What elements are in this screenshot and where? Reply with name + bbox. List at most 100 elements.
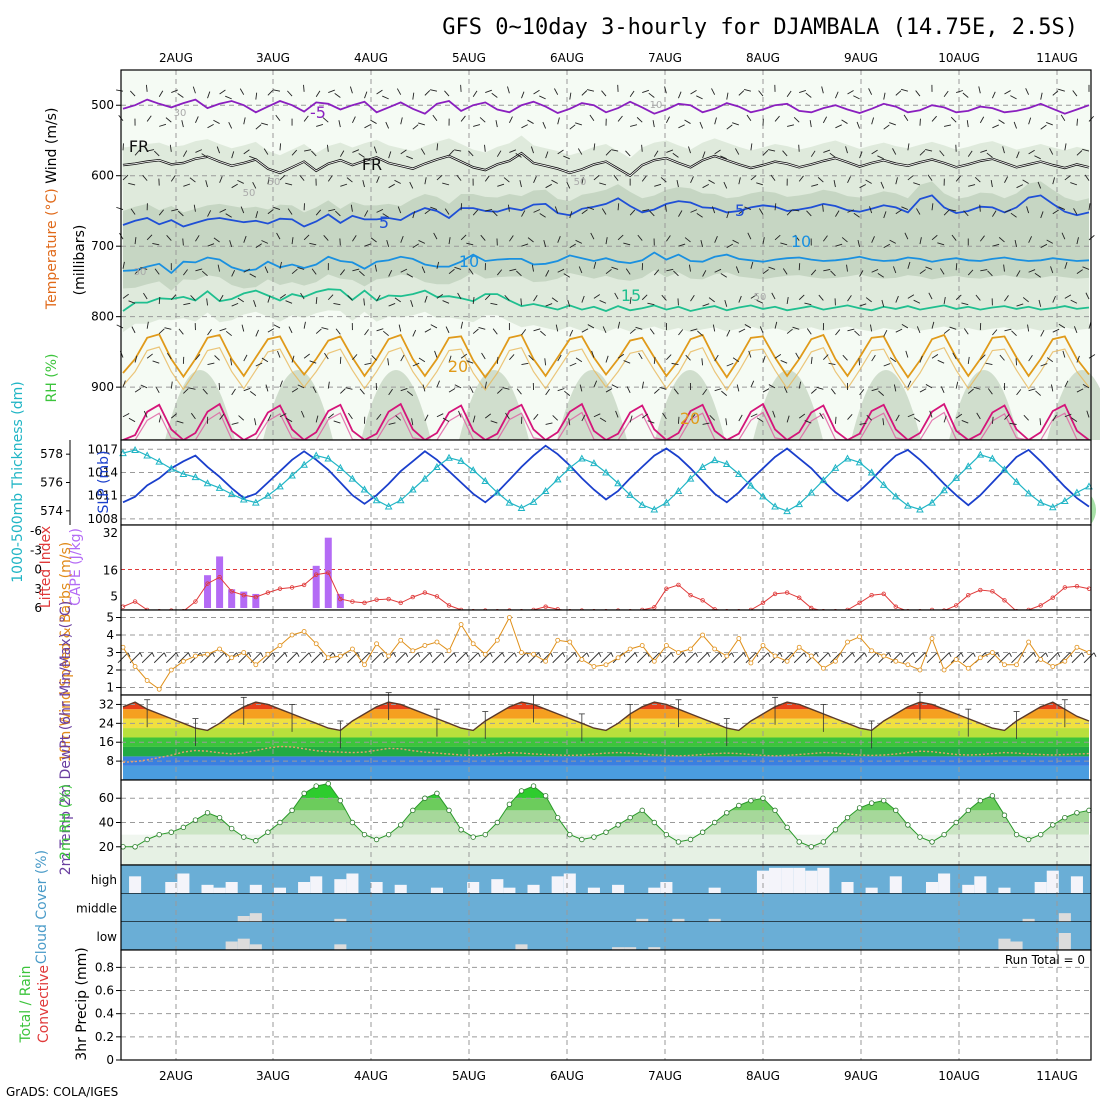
wind-barb [998,119,1005,124]
rh2m-marker [820,839,827,845]
wind-barb [376,89,383,95]
rh2m-marker [555,814,561,821]
cape-bar [252,593,260,608]
temp2m-line [122,701,1090,732]
wind-barb [466,360,474,364]
wind-barb [267,209,274,215]
wind-barb [327,175,333,182]
wind-barb [303,84,305,92]
wind-barb [1046,239,1053,244]
wind-barb [533,294,538,302]
wind-barb [134,387,142,393]
wind-barb [279,380,283,388]
wind-barb [181,120,184,128]
wind-barb [436,261,440,269]
wind-barb [835,124,842,129]
wind-barb [1028,149,1035,155]
wind-barb [400,235,404,243]
wind-barb [128,300,136,304]
wind-barb [974,176,981,183]
wind-barb [871,149,878,155]
slp-marker [276,482,284,490]
wind-barb [653,269,660,276]
lifted-marker [289,585,295,590]
wind-barb [397,206,402,214]
slp-marker [433,463,441,471]
wind-barb [714,236,718,243]
wind10m-marker [881,653,887,659]
wind10m-marker [929,636,935,641]
wind-barb [509,235,514,242]
slp-marker [928,498,936,506]
wind-barb [177,93,184,98]
wind-barb [327,413,334,419]
wind-barb [219,176,223,183]
wind-barb [629,296,632,305]
rh2m-marker [567,831,573,838]
wind-barb [786,328,793,334]
wind-barb [219,89,226,95]
wind-barb [1011,330,1017,337]
wind10m-barb [371,652,382,664]
wind-barb [183,388,189,394]
wind-barb [528,355,534,361]
wind10m-marker [869,648,875,654]
wind-barb [916,208,921,215]
slp-marker [626,490,634,498]
wind-barb [962,92,969,98]
wind10m-barb-flag [827,652,831,657]
wind-barb [291,237,294,245]
wind-barb [1072,90,1078,97]
wind-barb [279,293,286,299]
temp2m-lines [122,692,1090,763]
lifted-marker [664,586,669,591]
wind-barb [661,294,667,301]
wind-barb [1028,269,1036,273]
wind10m-barb [745,652,757,664]
wind-barb [533,413,539,420]
wind-barb [195,116,199,124]
rh2m-marker [192,817,199,823]
wind-label: Wind (m/s) [44,108,60,184]
wind-barb [943,328,950,334]
slp-marker [203,479,212,487]
lifted-marker [422,590,428,595]
wind10m-barb [1011,652,1022,664]
wind10m-barb-flag [634,652,638,657]
wind10m-barb-flag [465,652,469,657]
wind-barb [1004,176,1009,183]
precip-legend-label: Total / Rain [18,965,34,1043]
precip-grid [121,950,1091,1061]
cloud-cell-high [793,867,806,894]
wind-barb [436,294,444,299]
wind-barb [454,149,462,152]
wind10m-barb [431,652,443,664]
cloud-cell-low [648,947,661,950]
wind-barb [883,243,891,248]
wind10m-barb [455,652,467,664]
wind-barb [798,381,802,389]
rh2m-marker [760,795,766,801]
wind-barb [690,413,696,420]
wind-barb [617,234,624,241]
lifted-marker [869,592,874,598]
cloud-cell-high [781,867,794,894]
wind-barb [460,321,463,329]
wind-barb [865,297,872,303]
wind-barb [297,266,305,270]
wind-barb [869,206,873,214]
wind-barb [364,243,372,247]
cloud-label: Cloud Cover (%) [34,850,50,964]
wind-barb [472,328,479,334]
wind-barb [400,268,408,273]
wind10m-barb-flag [357,652,360,657]
wind10m-barb [648,652,660,664]
wind-barb [411,418,414,426]
wind-barb [352,354,358,360]
wind-barb [806,328,812,335]
rh2m-marker [470,834,476,840]
wind-barb [653,150,659,157]
contour-label: 50 [754,292,767,303]
wind-barb [333,420,341,424]
